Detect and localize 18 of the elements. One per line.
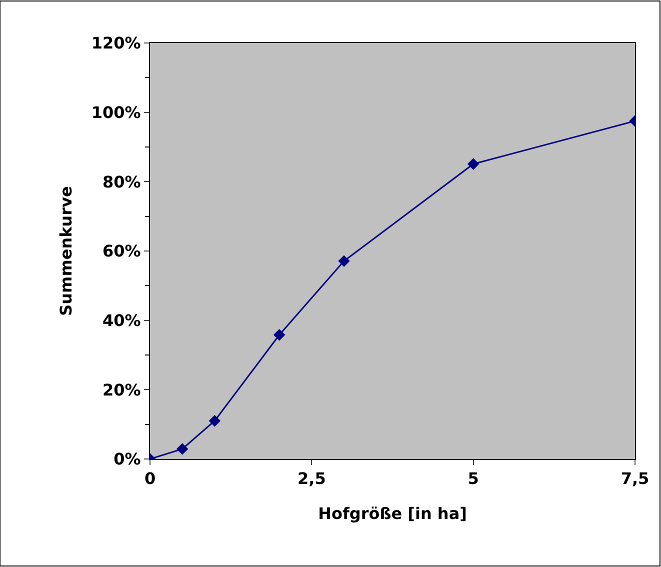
- y-axis-title: Summenkurve: [56, 186, 76, 316]
- y-tick-label: 80%: [102, 172, 141, 192]
- x-tick-label: 7,5: [620, 469, 650, 488]
- x-axis-title: Hofgröße [in ha]: [318, 504, 467, 523]
- y-tick-label: 40%: [102, 310, 141, 330]
- y-tick-label: 0%: [114, 450, 141, 469]
- x-tick-label: 2,5: [298, 469, 326, 488]
- point: [467, 158, 480, 170]
- point: [176, 443, 188, 455]
- x-tick-label: 5: [468, 469, 479, 488]
- y-tick-label: 60%: [102, 242, 141, 261]
- y-tick-label: 120%: [91, 34, 141, 53]
- point: [273, 329, 286, 341]
- point: [208, 415, 221, 427]
- x-tick-label: 0: [144, 469, 156, 488]
- y-tick-label: 20%: [102, 380, 141, 400]
- point: [338, 255, 350, 267]
- y-tick-label: 100%: [91, 102, 141, 122]
